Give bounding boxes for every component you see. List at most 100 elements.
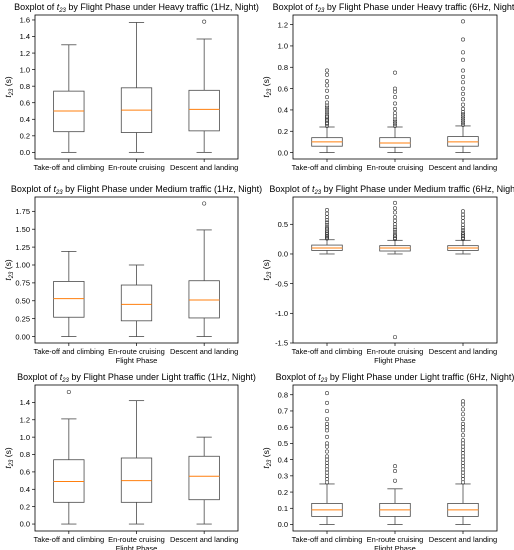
box-outlier bbox=[460, 402, 465, 407]
x-axis-label: Flight Phase bbox=[374, 356, 416, 365]
chart-title-suffix: by Flight Phase under Light traffic (6Hz… bbox=[327, 372, 514, 382]
box-outlier bbox=[324, 236, 329, 241]
box-outlier bbox=[324, 473, 329, 478]
chart-title-subscript: 23 bbox=[61, 378, 69, 384]
x-axis-label: Flight Phase bbox=[116, 544, 158, 550]
box-outlier bbox=[324, 428, 329, 433]
box-outlier bbox=[324, 218, 329, 223]
y-tick-label: 0.75 bbox=[15, 279, 30, 288]
box-outlier bbox=[392, 234, 397, 239]
box-outlier bbox=[460, 102, 465, 107]
box-outlier bbox=[460, 110, 465, 115]
box-outlier bbox=[392, 237, 397, 242]
y-axis-label: t23 (s) bbox=[3, 259, 15, 281]
box-outlier bbox=[460, 106, 465, 111]
y-tick-label: -1.0 bbox=[275, 309, 288, 318]
box-outlier bbox=[324, 105, 329, 110]
box-outlier bbox=[392, 335, 397, 340]
box-2 bbox=[379, 70, 411, 154]
x-tick-label: En-route cruising bbox=[108, 535, 165, 544]
box-outlier bbox=[460, 441, 465, 446]
y-axis-label-var: t bbox=[261, 95, 271, 98]
y-tick-label: 1.0 bbox=[278, 42, 288, 51]
box-outlier bbox=[324, 107, 329, 112]
box-outlier bbox=[324, 454, 329, 459]
chart-title-prefix: Boxplot of bbox=[17, 372, 60, 382]
box-iqr bbox=[188, 89, 220, 132]
box-outlier bbox=[460, 457, 465, 462]
box-outlier bbox=[324, 220, 329, 225]
y-axis-label-subscript: 23 bbox=[267, 459, 273, 467]
x-tick-label: En-route cruising bbox=[367, 535, 424, 544]
y-tick-label: 0.6 bbox=[278, 84, 288, 93]
y-tick-label: -0.5 bbox=[275, 279, 288, 288]
x-tick-label: Descent and landing bbox=[170, 535, 238, 544]
box-outlier bbox=[460, 228, 465, 233]
box-outlier bbox=[460, 230, 465, 235]
box-outlier bbox=[460, 57, 465, 62]
box-outlier bbox=[324, 79, 329, 84]
y-tick-label: 0.6 bbox=[278, 423, 288, 432]
chart-panel-5: Boxplot of t23 by Flight Phase under Lig… bbox=[3, 372, 256, 550]
box-outlier bbox=[324, 441, 329, 446]
box-1 bbox=[311, 208, 343, 255]
plot-frame bbox=[34, 14, 239, 160]
box-outlier bbox=[324, 477, 329, 482]
x-tick-label: Descent and landing bbox=[429, 347, 497, 356]
box-outlier bbox=[460, 480, 465, 485]
box-outlier bbox=[324, 449, 329, 454]
chart-title-var: t bbox=[318, 372, 321, 382]
chart-title: Boxplot of t23 by Flight Phase under Med… bbox=[11, 184, 262, 196]
box-outlier bbox=[324, 434, 329, 439]
x-tick-label: Take-off and climbing bbox=[33, 347, 104, 356]
box-outlier bbox=[202, 19, 207, 24]
chart-title-subscript: 23 bbox=[317, 8, 325, 14]
y-axis-label: t23 (s) bbox=[261, 259, 273, 281]
box-outlier bbox=[460, 438, 465, 443]
y-axis-label-var: t bbox=[3, 95, 13, 98]
box-outlier bbox=[460, 225, 465, 230]
box-1 bbox=[311, 391, 343, 525]
box-outlier bbox=[460, 444, 465, 449]
plot-frame bbox=[34, 196, 239, 344]
box-outlier bbox=[324, 114, 329, 119]
chart-title: Boxplot of t23 by Flight Phase under Lig… bbox=[276, 372, 514, 384]
y-tick-label: 1.0 bbox=[20, 65, 30, 74]
y-tick-label: 0.0 bbox=[278, 250, 288, 259]
chart-title-suffix: by Flight Phase under Heavy traffic (6Hz… bbox=[324, 2, 514, 12]
box-outlier bbox=[324, 235, 329, 240]
y-axis-label: t23 (s) bbox=[3, 76, 15, 98]
y-tick-label: 0.6 bbox=[20, 468, 30, 477]
box-outlier bbox=[460, 464, 465, 469]
x-tick-label: Take-off and climbing bbox=[292, 347, 363, 356]
chart-panel-2: Boxplot of t23 by Flight Phase under Hea… bbox=[261, 2, 514, 172]
box-outlier bbox=[392, 206, 397, 211]
box-iqr bbox=[379, 137, 411, 148]
chart-title-var: t bbox=[312, 184, 315, 194]
box-outlier bbox=[324, 112, 329, 117]
box-outlier bbox=[460, 473, 465, 478]
y-tick-label: -1.5 bbox=[275, 339, 288, 348]
box-outlier bbox=[202, 201, 207, 206]
box-outlier bbox=[324, 460, 329, 465]
chart-title-suffix: by Flight Phase under Heavy traffic (1Hz… bbox=[66, 2, 259, 12]
chart-title: Boxplot of t23 by Flight Phase under Hea… bbox=[14, 2, 259, 14]
y-axis-label-unit: (s) bbox=[3, 76, 13, 88]
box-outlier bbox=[460, 91, 465, 96]
box-outlier bbox=[460, 219, 465, 224]
box-outlier bbox=[460, 470, 465, 475]
y-axis-label: t23 (s) bbox=[261, 76, 273, 98]
box-outlier bbox=[324, 110, 329, 115]
box-outlier bbox=[324, 227, 329, 232]
box-iqr bbox=[188, 280, 220, 319]
x-tick-label: Take-off and climbing bbox=[33, 535, 104, 544]
box-outlier bbox=[392, 218, 397, 223]
y-tick-label: 0.2 bbox=[278, 488, 288, 497]
box-outlier bbox=[460, 467, 465, 472]
y-tick-label: 0.7 bbox=[278, 407, 288, 416]
x-tick-label: Descent and landing bbox=[429, 535, 497, 544]
x-tick-label: Descent and landing bbox=[170, 347, 238, 356]
box-outlier bbox=[392, 464, 397, 469]
box-iqr bbox=[188, 455, 220, 501]
box-outlier bbox=[460, 460, 465, 465]
